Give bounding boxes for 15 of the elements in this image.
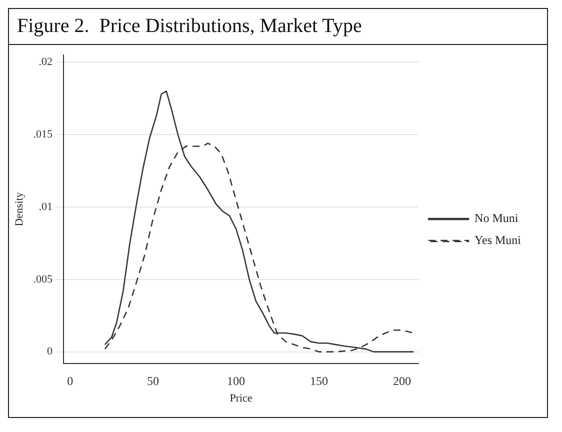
x-tick-label: 200 — [392, 374, 411, 388]
chart-title: Figure 2. Price Distributions, Market Type — [9, 9, 547, 45]
x-tick-label: 50 — [147, 374, 160, 388]
x-tick-label: 150 — [310, 374, 328, 388]
x-tick-label: 100 — [227, 374, 246, 388]
y-axis-title: Density — [13, 192, 26, 226]
legend-label: No Muni — [474, 211, 519, 226]
y-tick-label: .02 — [38, 56, 52, 68]
x-axis-title: Price — [230, 392, 252, 404]
y-tick-label: .015 — [33, 128, 53, 141]
legend-label: Yes Muni — [474, 233, 522, 248]
y-tick-label: .01 — [38, 200, 52, 213]
x-tick-label: 0 — [67, 374, 74, 388]
y-tick-label: .005 — [33, 273, 53, 286]
y-tick-label: 0 — [46, 346, 53, 358]
